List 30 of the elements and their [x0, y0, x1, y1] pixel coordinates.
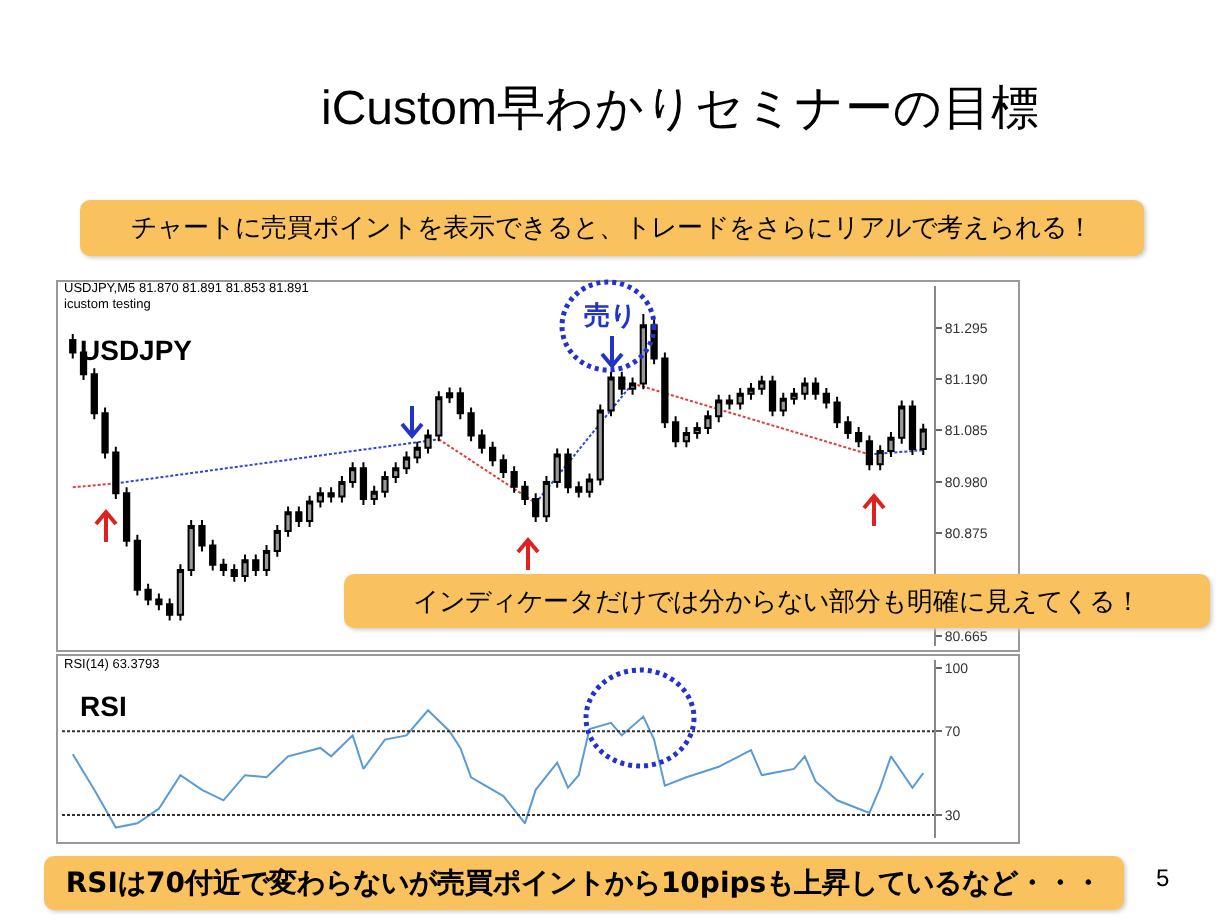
candlestick: [682, 426, 691, 449]
candlestick: [122, 486, 131, 548]
candlestick: [811, 376, 820, 401]
callout-box: チャートに売買ポイントを表示できると、トレードをさらにリアルで考えられる！: [80, 200, 1144, 256]
callout-box: RSIは70付近で変わらないが売買ポイントから10pipsも上昇しているなど・・・: [44, 856, 1124, 910]
candlestick: [628, 376, 637, 396]
candlestick: [316, 486, 324, 509]
candlestick: [768, 374, 777, 418]
candlestick: [219, 557, 228, 577]
candlestick: [725, 393, 734, 411]
candlestick: [69, 333, 77, 360]
candlestick: [499, 453, 508, 479]
candlestick: [919, 422, 927, 456]
candlestick: [402, 450, 411, 476]
candlestick: [488, 440, 497, 468]
callout-box: インディケータだけでは分からない部分も明確に見えてくる！: [344, 574, 1210, 628]
candlestick: [262, 544, 271, 577]
candlestick: [542, 475, 551, 524]
candlestick: [176, 563, 185, 622]
candlestick: [359, 461, 368, 506]
candlestick: [865, 434, 874, 472]
annotation: 売り: [584, 298, 636, 334]
candlestick: [445, 386, 454, 405]
chart-title: iCustom早わかりセミナーの目標: [318, 80, 1042, 140]
annotation: USDJPY: [80, 334, 193, 366]
candlestick: [585, 472, 594, 499]
candlestick: [908, 399, 917, 456]
text: 5: [1156, 864, 1170, 892]
annotation: RSI: [80, 690, 127, 722]
candlestick: [305, 494, 314, 528]
